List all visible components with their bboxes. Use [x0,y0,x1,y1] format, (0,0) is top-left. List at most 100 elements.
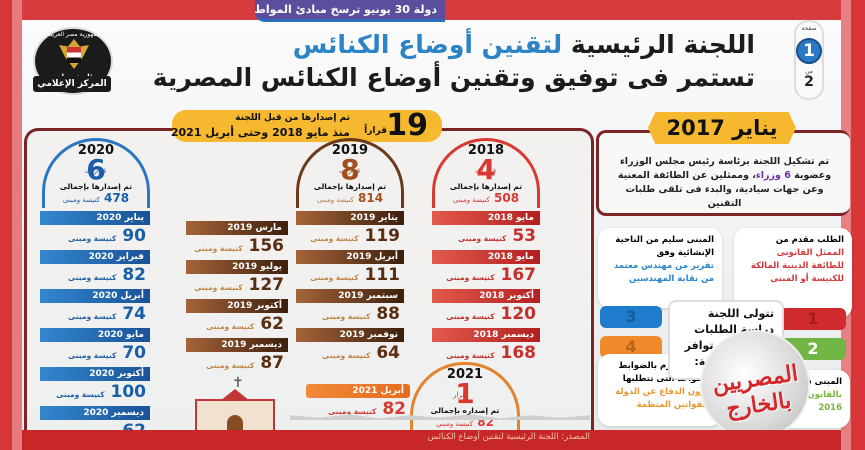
title-highlight: لتقنين أوضاع الكنائس [292,30,563,59]
month-value: 88 كنيسة ومبنى [322,304,400,324]
month-value: 82 كنيسة ومبنى [68,265,146,285]
year-total: 478 كنيسة ومبنى [62,191,130,205]
month-entry: مايو 2018 167 كنيسة ومبنى [432,250,540,286]
decision-label: قرار [453,391,466,399]
decision-count: 1 [455,377,475,410]
month-entry: يناير 2019 119 كنيسة ومبنى [296,211,404,247]
month-band: مارس 2019 [186,221,288,235]
total-pages: 2 [804,74,814,90]
frame-right [851,0,865,450]
total-label: تم إصدارها بإجمالى [59,182,133,191]
year-label: 2019 [331,143,369,158]
cabinet-media-center-logo: جمهورية مصر العربية رئاسة مجلس الوزراء [33,27,113,95]
requirement-lead: المبنى ملتزم بالضوابط والقواعد التى تتطل… [618,361,714,384]
month-value: 90 كنيسة ومبنى [68,226,146,246]
requirement-highlight: تقرير من مهندس معتمد من نقابة المهندسين [614,261,714,284]
requirement-highlight: شؤون الدفاع عن الدولة والقوانين المنظمة [615,387,714,410]
page-label: صفحة [801,25,817,32]
month-band: فبراير 2020 [40,250,150,264]
month-value: 74 كنيسة ومبنى [68,304,146,324]
month-entry: فبراير 2020 82 كنيسة ومبنى [40,250,150,286]
total-label: تم إصداره بإجمالى [430,406,500,415]
page-title: اللجنة الرئيسية لتقنين أوضاع الكنائس [293,30,755,59]
month-band: يوليو 2019 [186,260,288,274]
watermark-text: المصريين بالخارج [710,360,800,423]
year-column-2018: 2018 4 قرارات تم إصدارها بإجمالى 508 كني… [432,138,540,364]
current-page: 1 [796,38,822,64]
month-entry: أكتوبر 2020 100 كنيسة ومبنى [40,367,150,403]
news-ticker[interactable]: دولة 30 يونيو ترسخ مبادئ المواطنة والوحد… [255,0,445,22]
title-part1: اللجنة الرئيسية [562,30,755,59]
formation-highlight: 6 وزراء [755,170,791,181]
month-value: 119 كنيسة ومبنى [310,226,400,246]
month-value: 62 كنيسة ومبنى [206,314,284,334]
decision-label: قرارات [475,167,497,175]
month-entry: سبتمبر 2019 88 كنيسة ومبنى [296,289,404,325]
month-band: مايو 2020 [40,328,150,342]
frame-right-inner [841,0,851,450]
month-band: أبريل 2019 [296,250,404,264]
decision-label: قرارات [85,167,107,175]
month-entry: ديسمبر 2019 87 كنيسة ومبنى [180,338,288,374]
month-band: أبريل 2021 [306,384,410,398]
total-label: تم إصدارها بإجمالى [313,182,387,191]
month-band: نوفمبر 2019 [296,328,404,342]
year-column-2021: 2021 1 قرار تم إصداره بإجمالى 82 كنيسة و… [410,362,520,434]
month-value: 111 كنيسة ومبنى [310,265,400,285]
summary-line1: تم إصدارها من قبل اللجنة [235,113,350,123]
month-value: 53 كنيسة ومبنى [458,226,536,246]
page-indicator: صفحة 1 من 2 [794,20,824,100]
month-value: 156 كنيسة ومبنى [194,236,284,256]
requirement-card-3: المبنى سليم من الناحية الإنشائية وفق تقر… [598,228,722,308]
formation-date-ribbon: يناير 2017 [648,112,796,144]
month-band: أكتوبر 2019 [186,299,288,313]
egypt-flag-icon [67,47,81,63]
year-total: 508 كنيسة ومبنى [452,191,520,205]
month-entry: يوليو 2019 127 كنيسة ومبنى [180,260,288,296]
month-entry: أبريل 2019 111 كنيسة ومبنى [296,250,404,286]
month-entry: مارس 2019 156 كنيسة ومبنى [180,221,288,257]
month-band: ديسمبر 2019 [186,338,288,352]
month-value: 127 كنيسة ومبنى [194,275,284,295]
month-entry: نوفمبر 2019 64 كنيسة ومبنى [296,328,404,364]
footer-bar [22,430,841,450]
month-value: 64 كنيسة ومبنى [322,343,400,363]
year-label: 2018 [467,143,505,158]
page-subtitle: تستمر فى توفيق وتقنين أوضاع الكنائس المص… [152,63,755,92]
year-column-2019-continued: مارس 2019 156 كنيسة ومبنى يوليو 2019 127 ك… [180,218,288,374]
month-value: 70 كنيسة ومبنى [68,343,146,363]
month-value: 168 كنيسة ومبنى [446,343,536,363]
formation-text: تم تشكيل اللجنة برئاسة رئيس مجلس الوزراء… [619,156,832,181]
month-value: 87 كنيسة ومبنى [206,353,284,373]
month-value: 82 كنيسة ومبنى [328,399,406,419]
formation-text-end: ، وممثلين عن الطائفة المعنية وعن جهات سي… [617,170,824,209]
month-band: ديسمبر 2020 [40,406,150,420]
frame-left-inner [12,0,22,450]
month-band: أكتوبر 2020 [40,367,150,381]
decision-label: قرارات [339,167,361,175]
of-label: من [805,68,813,75]
formation-box: تم تشكيل اللجنة برئاسة رئيس مجلس الوزراء… [596,130,850,216]
globe-watermark-logo: المصريين بالخارج [700,330,810,440]
month-value: 167 كنيسة ومبنى [446,265,536,285]
month-band: مايو 2018 [432,250,540,264]
month-value: 120 كنيسة ومبنى [446,304,536,324]
year-label: 2020 [77,143,115,158]
requirement-number-3: 3 [600,306,662,328]
year-header: 2020 6 قرارات تم إصدارها بإجمالى 478 كني… [42,138,150,208]
month-band: أبريل 2020 [40,289,150,303]
requirement-lead: المبنى سليم من الناحية الإنشائية وفق [615,235,714,258]
month-entry: يناير 2020 90 كنيسة ومبنى [40,211,150,247]
year-label: 2021 [446,367,484,382]
decision-count: 6 [86,153,106,186]
month-band: أكتوبر 2018 [432,289,540,303]
month-entry: أكتوبر 2019 62 كنيسة ومبنى [180,299,288,335]
month-band: يناير 2019 [296,211,404,225]
month-band: سبتمبر 2019 [296,289,404,303]
month-entry: مايو 2020 70 كنيسة ومبنى [40,328,150,364]
logo-banner: المركز الإعلامي [33,76,111,92]
year-header: 2018 4 قرارات تم إصدارها بإجمالى 508 كني… [432,138,540,208]
frame-left [0,0,12,450]
requirement-lead: الطلب مقدم من [775,235,844,245]
month-entry: مايو 2018 53 كنيسة ومبنى [432,211,540,247]
